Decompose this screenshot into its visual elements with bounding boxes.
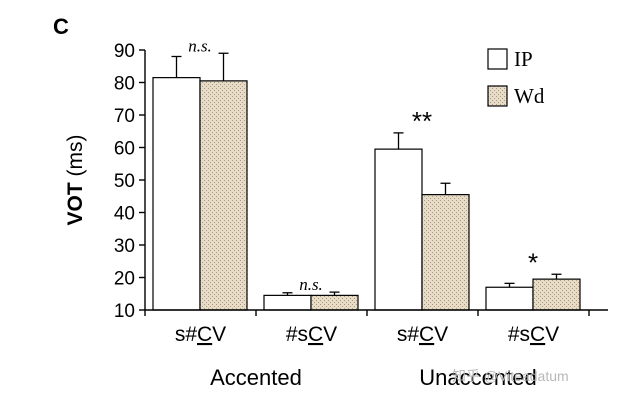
y-tick-label: 50 <box>114 171 135 192</box>
y-tick-label: 60 <box>114 139 135 160</box>
error-bars <box>171 52 562 296</box>
y-tick-label: 10 <box>114 301 135 322</box>
legend-swatch-ip <box>487 48 508 70</box>
y-tick-label: 20 <box>114 269 135 290</box>
x-axis: s#CV #sCV s#CV #sCV Accented Unaccented <box>144 309 608 390</box>
bars <box>152 77 581 311</box>
y-tick-label: 40 <box>114 204 135 225</box>
bar-wd-0 <box>199 80 248 311</box>
watermark: 知乎 @Viteadatum <box>452 368 569 384</box>
category-label: #sCV <box>508 323 559 346</box>
bar-ip-2 <box>374 148 423 311</box>
y-axis-label-bold: VOT <box>64 182 87 225</box>
y-tick-label: 30 <box>114 236 135 257</box>
category-label: s#CV <box>175 323 226 346</box>
bar-ip-1 <box>263 294 312 311</box>
bar-wd-2 <box>421 194 470 311</box>
significance-marker: n.s. <box>188 36 212 55</box>
y-axis-label: VOT (ms) <box>64 135 87 226</box>
bar-ip-0 <box>152 77 201 311</box>
bar-wd-3 <box>532 278 581 311</box>
bar-wd-1 <box>310 294 359 311</box>
group-label: Unaccented <box>419 365 536 390</box>
legend: IP Wd <box>487 47 545 108</box>
significance-marker: ** <box>412 106 432 136</box>
legend-label: IP <box>514 47 533 71</box>
bar-ip-3 <box>485 286 534 311</box>
y-axis: 10 20 30 40 50 60 70 80 90 <box>114 41 146 322</box>
panel-label: C <box>53 14 69 39</box>
significance-marker: n.s. <box>299 275 323 294</box>
significance-marker: * <box>528 247 538 277</box>
significance-markers: n.s.n.s.*** <box>188 36 538 294</box>
y-tick-label: 70 <box>114 106 135 127</box>
legend-label: Wd <box>514 84 545 108</box>
category-label: #sCV <box>286 323 337 346</box>
svg-text:VOT (ms): VOT (ms) <box>64 135 87 226</box>
legend-swatch-wd <box>487 85 508 107</box>
y-axis-label-unit: (ms) <box>64 135 87 183</box>
group-label: Accented <box>210 365 302 390</box>
y-tick-label: 90 <box>114 41 135 62</box>
category-label: s#CV <box>397 323 448 346</box>
y-tick-label: 80 <box>114 74 135 95</box>
